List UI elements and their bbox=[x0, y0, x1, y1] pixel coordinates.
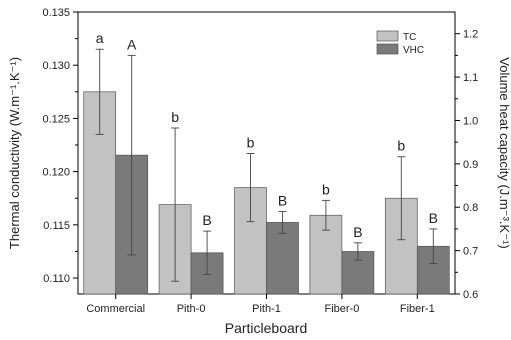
right-tick-label: 0.7 bbox=[463, 246, 478, 258]
x-tick-label: Fiber-1 bbox=[400, 303, 435, 315]
bar-tc bbox=[234, 187, 267, 295]
legend: TC VHC bbox=[376, 30, 424, 56]
error-bar bbox=[203, 230, 212, 275]
error-bar bbox=[353, 242, 362, 261]
left-tick-label: 0.125 bbox=[42, 113, 70, 125]
error-bar bbox=[95, 48, 104, 135]
left-axis: 0.110 0.115 0.120 0.125 0.130 0.135 bbox=[42, 7, 78, 285]
right-tick-label: 1.1 bbox=[463, 72, 478, 84]
left-axis-title: Thermal conductivity (W.m⁻¹.K⁻¹) bbox=[7, 57, 22, 249]
significance-letter: b bbox=[171, 109, 179, 125]
bars-layer bbox=[83, 91, 450, 295]
significance-letter: b bbox=[322, 181, 330, 197]
bar-vhc bbox=[416, 245, 450, 295]
right-tick-label: 0.6 bbox=[463, 289, 478, 301]
x-tick-label: Commercial bbox=[86, 303, 145, 315]
left-tick-label: 0.135 bbox=[42, 7, 70, 19]
legend-label-vhc: VHC bbox=[403, 45, 424, 56]
error-bar bbox=[171, 127, 180, 282]
error-bar bbox=[127, 54, 136, 256]
significance-letter: a bbox=[96, 30, 104, 46]
bar-vhc bbox=[266, 222, 299, 295]
legend-label-tc: TC bbox=[403, 32, 416, 43]
x-tick-label: Pith-0 bbox=[177, 303, 206, 315]
legend-swatch-tc bbox=[376, 30, 399, 42]
error-bar bbox=[321, 199, 330, 231]
significance-letter: B bbox=[278, 193, 287, 209]
error-bar bbox=[278, 211, 287, 234]
right-axis-title: Volume heat capacity (J.m⁻³.K⁻¹) bbox=[497, 57, 511, 248]
x-tick-label: Pith-1 bbox=[252, 303, 281, 315]
significance-letter: b bbox=[247, 135, 255, 151]
left-tick-label: 0.120 bbox=[42, 167, 70, 179]
left-tick-label: 0.110 bbox=[43, 273, 70, 285]
significance-letter: B bbox=[202, 212, 211, 228]
right-tick-label: 1.2 bbox=[463, 29, 478, 41]
left-tick-label: 0.130 bbox=[42, 60, 70, 72]
significance-letter: b bbox=[397, 138, 405, 154]
right-tick-label: 0.9 bbox=[463, 159, 478, 171]
legend-swatch-vhc bbox=[376, 43, 399, 55]
x-tick-label: Fiber-0 bbox=[324, 303, 359, 315]
significance-letter: A bbox=[127, 36, 137, 52]
left-tick-label: 0.115 bbox=[43, 220, 70, 232]
significance-letter: B bbox=[353, 224, 362, 240]
error-bars-layer bbox=[95, 48, 438, 282]
right-tick-label: 0.8 bbox=[463, 202, 478, 214]
error-bar bbox=[429, 228, 438, 265]
x-axis-title: Particleboard bbox=[225, 320, 308, 336]
x-axis: Commercial Pith-0 Pith-1 Fiber-0 Fiber-1 bbox=[86, 294, 435, 315]
significance-letters-layer: a Ab Bb Bb Bb B bbox=[96, 30, 438, 240]
right-tick-label: 1.0 bbox=[463, 115, 478, 127]
error-bar bbox=[246, 153, 255, 223]
error-bar bbox=[397, 156, 406, 241]
right-axis: 0.6 0.7 0.8 0.9 1.0 1.1 1.2 bbox=[455, 29, 478, 301]
significance-letter: B bbox=[429, 210, 438, 226]
